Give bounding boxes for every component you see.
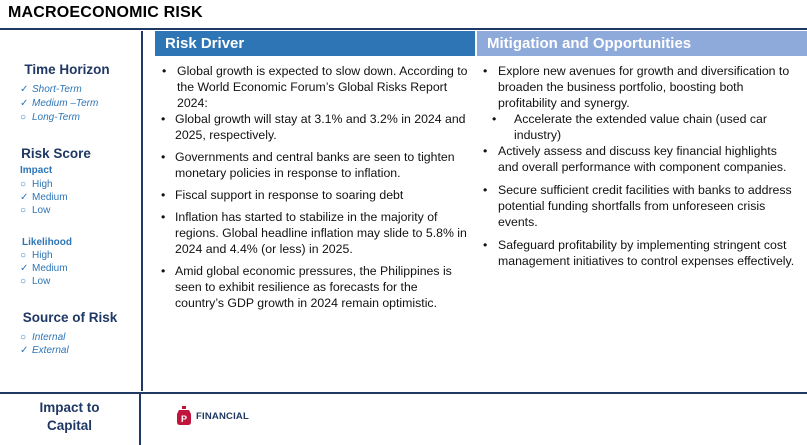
time-horizon-heading: Time Horizon xyxy=(24,62,110,77)
list-item: Actively assess and discuss key financia… xyxy=(478,143,796,175)
list-item: Amid global economic pressures, the Phil… xyxy=(157,263,469,311)
list-item: Global growth will stay at 3.1% and 3.2%… xyxy=(157,111,469,143)
logo-text: FINANCIAL xyxy=(196,410,249,422)
title-divider xyxy=(0,28,807,30)
svg-text:P: P xyxy=(181,414,187,424)
impact-to-capital-label: Impact to Capital xyxy=(39,400,100,433)
time-horizon-option: ○ Long-Term xyxy=(20,112,80,123)
impact-option: ✓ Medium xyxy=(20,192,68,203)
bottom-divider xyxy=(0,392,807,394)
page-title: MACROECONOMIC RISK xyxy=(8,4,203,21)
mitigation-content: Explore new avenues for growth and diver… xyxy=(478,63,796,276)
risk-profile-sidebar: Time Horizon ✓ Short-Term ✓ Medium –Term ○… xyxy=(0,31,143,391)
impact-label: Impact xyxy=(20,165,53,176)
impact-option: ○ High xyxy=(20,179,53,190)
list-item: Fiscal support in response to soaring de… xyxy=(157,187,469,203)
risk-driver-points: Global growth will stay at 3.1% and 3.2%… xyxy=(157,111,469,311)
risk-driver-content: Global growth is expected to slow down. … xyxy=(157,63,469,317)
likelihood-option: ○ High xyxy=(20,250,53,261)
risk-score-heading: Risk Score xyxy=(21,146,91,161)
time-horizon-option: ✓ Medium –Term xyxy=(20,98,99,109)
mitigation-header: Mitigation and Opportunities xyxy=(477,31,807,56)
list-item: Governments and central banks are seen t… xyxy=(157,149,469,181)
company-logo: P FINANCIAL xyxy=(176,405,249,427)
list-item: Explore new avenues for growth and diver… xyxy=(478,63,796,111)
source-option: ✓ External xyxy=(20,345,69,356)
risk-driver-intro: Global growth is expected to slow down. … xyxy=(157,63,469,111)
list-item: Safeguard profitability by implementing … xyxy=(478,237,796,269)
risk-driver-header: Risk Driver xyxy=(155,31,475,56)
list-item: Inflation has started to stabilize in th… xyxy=(157,209,469,257)
time-horizon-option: ✓ Short-Term xyxy=(20,84,82,95)
list-item: Secure sufficient credit facilities with… xyxy=(478,182,796,230)
impact-option: ○ Low xyxy=(20,205,51,216)
logo-icon: P xyxy=(176,406,192,426)
likelihood-option: ✓ Medium xyxy=(20,263,68,274)
source-of-risk-heading: Source of Risk xyxy=(22,310,118,325)
bottom-column-divider xyxy=(139,394,141,445)
list-item: Accelerate the extended value chain (use… xyxy=(478,111,796,143)
likelihood-option: ○ Low xyxy=(20,276,51,287)
source-option: ○ Internal xyxy=(20,332,66,343)
likelihood-label: Likelihood xyxy=(22,237,72,248)
